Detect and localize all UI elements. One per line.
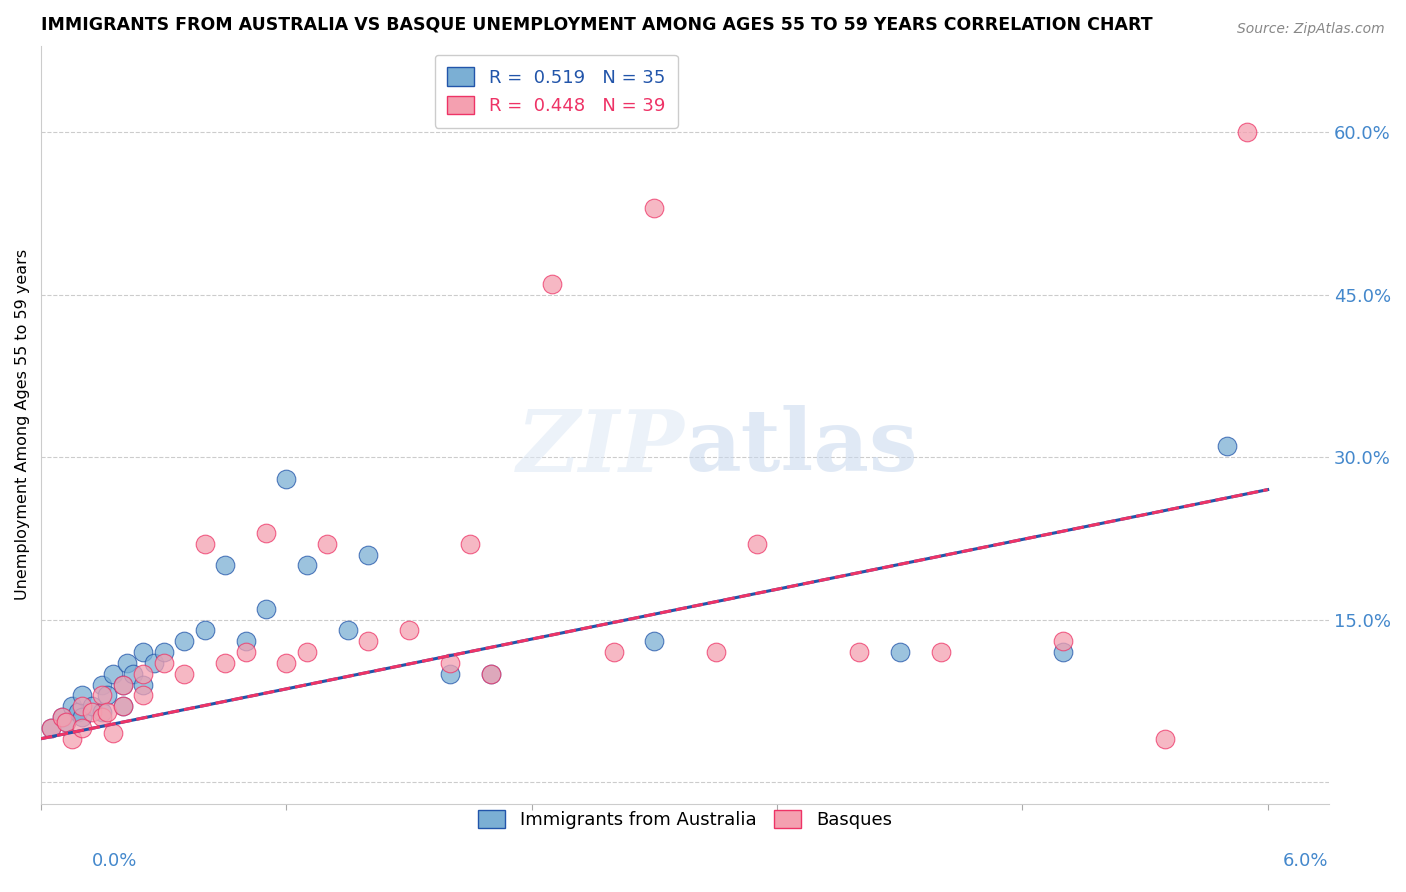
Point (235, 645, 257, 659)
Point (132, 689, 155, 703)
Point (541, 277, 564, 291)
Point (848, 645, 870, 659)
Point (132, 645, 155, 659)
Point (96, 689, 118, 703)
Point (132, 677, 155, 691)
Y-axis label: Unemployment Among Ages 55 to 59 years: Unemployment Among Ages 55 to 59 years (15, 249, 30, 600)
Point (122, 666, 145, 681)
Point (91, 689, 114, 703)
Point (91, 677, 114, 691)
Point (1052, 634, 1074, 648)
Point (70, 710, 93, 724)
Point (152, 656, 174, 670)
Point (398, 624, 420, 638)
Point (132, 666, 155, 681)
Point (1236, 125, 1258, 139)
Point (194, 537, 217, 551)
Point (41, 721, 63, 735)
Point (66, 705, 89, 719)
Point (111, 699, 134, 714)
Point (357, 548, 380, 562)
Point (55, 715, 77, 730)
Point (276, 656, 298, 670)
Point (173, 634, 195, 648)
Legend: Immigrants from Australia, Basques: Immigrants from Australia, Basques (471, 803, 900, 837)
Point (1154, 731, 1177, 746)
Point (254, 601, 277, 615)
Point (254, 525, 277, 540)
Point (929, 645, 952, 659)
Text: Source: ZipAtlas.com: Source: ZipAtlas.com (1237, 22, 1385, 37)
Text: 6.0%: 6.0% (1284, 852, 1329, 870)
Point (889, 645, 911, 659)
Point (643, 201, 665, 215)
Point (115, 656, 138, 670)
Point (316, 537, 339, 551)
Point (214, 558, 236, 573)
Point (1052, 645, 1074, 659)
Point (357, 634, 380, 648)
Point (276, 472, 298, 486)
Point (142, 656, 165, 670)
Point (295, 645, 318, 659)
Point (91, 710, 114, 724)
Point (152, 645, 174, 659)
Point (235, 634, 257, 648)
Point (41, 721, 63, 735)
Point (194, 624, 217, 638)
Point (643, 634, 665, 648)
Point (479, 666, 502, 681)
Point (1216, 439, 1239, 453)
Point (51, 710, 73, 724)
Point (336, 624, 359, 638)
Point (82, 699, 104, 714)
Point (745, 537, 768, 551)
Text: ZIP: ZIP (517, 406, 685, 489)
Point (60, 699, 83, 714)
Point (70, 721, 93, 735)
Point (460, 537, 482, 551)
Point (439, 656, 461, 670)
Point (82, 705, 104, 719)
Point (91, 705, 114, 719)
Point (173, 666, 195, 681)
Point (111, 699, 134, 714)
Text: atlas: atlas (685, 405, 918, 490)
Text: IMMIGRANTS FROM AUSTRALIA VS BASQUE UNEMPLOYMENT AMONG AGES 55 TO 59 YEARS CORRE: IMMIGRANTS FROM AUSTRALIA VS BASQUE UNEM… (41, 15, 1153, 33)
Point (101, 666, 124, 681)
Point (602, 645, 624, 659)
Point (111, 677, 134, 691)
Point (111, 677, 134, 691)
Point (70, 689, 93, 703)
Point (295, 558, 318, 573)
Point (704, 645, 727, 659)
Point (214, 656, 236, 670)
Point (70, 699, 93, 714)
Point (101, 726, 124, 740)
Point (60, 731, 83, 746)
Point (51, 710, 73, 724)
Point (96, 705, 118, 719)
Point (55, 715, 77, 730)
Text: 0.0%: 0.0% (91, 852, 136, 870)
Point (479, 666, 502, 681)
Point (439, 666, 461, 681)
